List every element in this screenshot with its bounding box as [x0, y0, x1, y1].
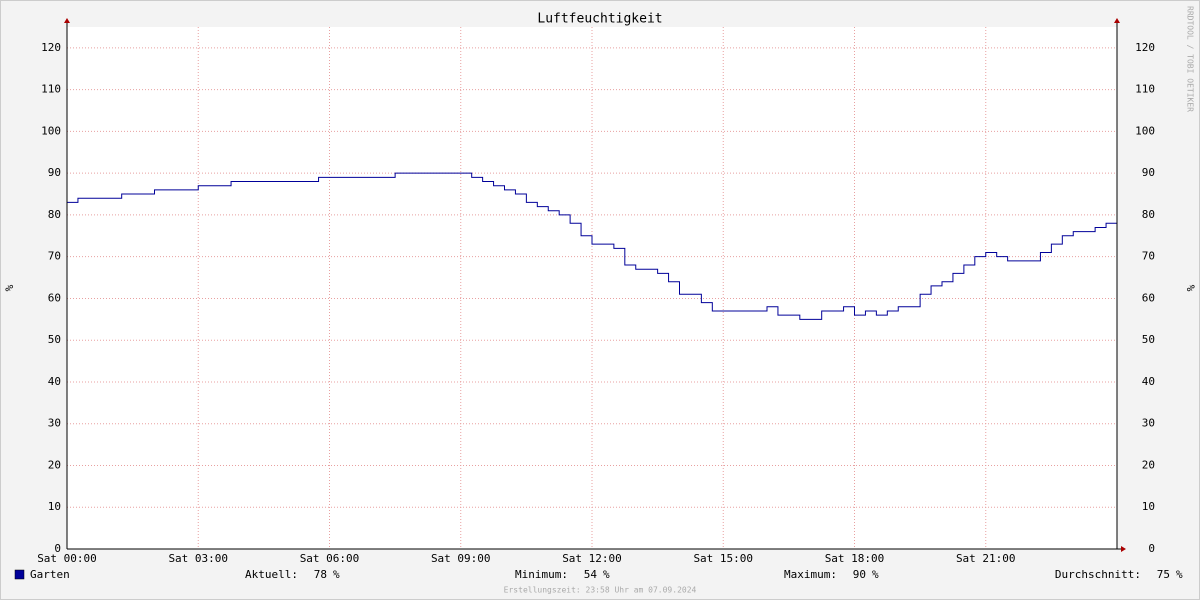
y-tick-label: 60 — [48, 291, 61, 304]
stat-value: 75 — [1157, 568, 1170, 581]
y2-tick-label: 90 — [1142, 166, 1155, 179]
stat-unit: % — [603, 568, 610, 581]
stat-unit: % — [872, 568, 879, 581]
y2-tick-label: 80 — [1142, 208, 1155, 221]
y2-tick-label: 40 — [1142, 375, 1155, 388]
stat-unit: % — [333, 568, 340, 581]
watermark: RRDTOOL / TOBI OETIKER — [1186, 6, 1195, 112]
y-tick-label: 80 — [48, 208, 61, 221]
y-tick-label: 30 — [48, 417, 61, 430]
y-tick-label: 70 — [48, 250, 61, 263]
stat-label: Maximum: — [784, 568, 837, 581]
y2-tick-label: 110 — [1135, 83, 1155, 96]
y-tick-label: 50 — [48, 333, 61, 346]
arrow — [1114, 18, 1120, 23]
y-tick-label: 120 — [41, 41, 61, 54]
stat-value: 90 — [853, 568, 866, 581]
stat-value: 78 — [314, 568, 327, 581]
stat-label: Minimum: — [515, 568, 568, 581]
marks — [67, 172, 1117, 320]
stat-unit: % — [1176, 568, 1183, 581]
y2-tick-label: 120 — [1135, 41, 1155, 54]
y-tick-label: 0 — [54, 542, 61, 555]
legend-swatch — [14, 569, 25, 580]
y-tick-label: 90 — [48, 166, 61, 179]
y-axis-label: % — [3, 284, 16, 291]
y2-tick-label: 10 — [1142, 500, 1155, 513]
x-tick-label: Sat 15:00 — [693, 552, 753, 565]
y2-tick-label: 30 — [1142, 417, 1155, 430]
x-tick-label: Sat 00:00 — [37, 552, 97, 565]
x-tick-label: Sat 09:00 — [431, 552, 491, 565]
arrow — [1121, 546, 1126, 552]
chart-title: Luftfeuchtigkeit — [537, 12, 662, 27]
x-tick-label: Sat 06:00 — [300, 552, 360, 565]
x-tick-label: Sat 21:00 — [956, 552, 1016, 565]
stat-value: 54 — [584, 568, 598, 581]
y-tick-label: 40 — [48, 375, 61, 388]
stat-label: Aktuell: — [245, 568, 298, 581]
y2-axis-label: % — [1184, 285, 1197, 292]
y2-tick-label: 70 — [1142, 250, 1155, 263]
stat-label: Durchschnitt: — [1055, 568, 1141, 581]
x-tick-label: Sat 03:00 — [168, 552, 228, 565]
data-line — [67, 172, 1117, 320]
y2-tick-label: 0 — [1148, 542, 1155, 555]
y2-tick-label: 50 — [1142, 333, 1155, 346]
x-tick-label: Sat 12:00 — [562, 552, 622, 565]
y2-tick-label: 20 — [1142, 458, 1155, 471]
y-tick-label: 100 — [41, 124, 61, 137]
y2-tick-label: 60 — [1142, 291, 1155, 304]
y2-tick-label: 100 — [1135, 124, 1155, 137]
grid — [66, 27, 1117, 550]
footer: Erstellungszeit: 23:58 Uhr am 07.09.2024 — [504, 586, 697, 595]
x-tick-label: Sat 18:00 — [825, 552, 885, 565]
y-tick-label: 20 — [48, 458, 61, 471]
y-tick-label: 10 — [48, 500, 61, 513]
legend-label: Garten — [30, 568, 70, 581]
y-tick-label: 110 — [41, 83, 61, 96]
arrow — [64, 18, 70, 23]
